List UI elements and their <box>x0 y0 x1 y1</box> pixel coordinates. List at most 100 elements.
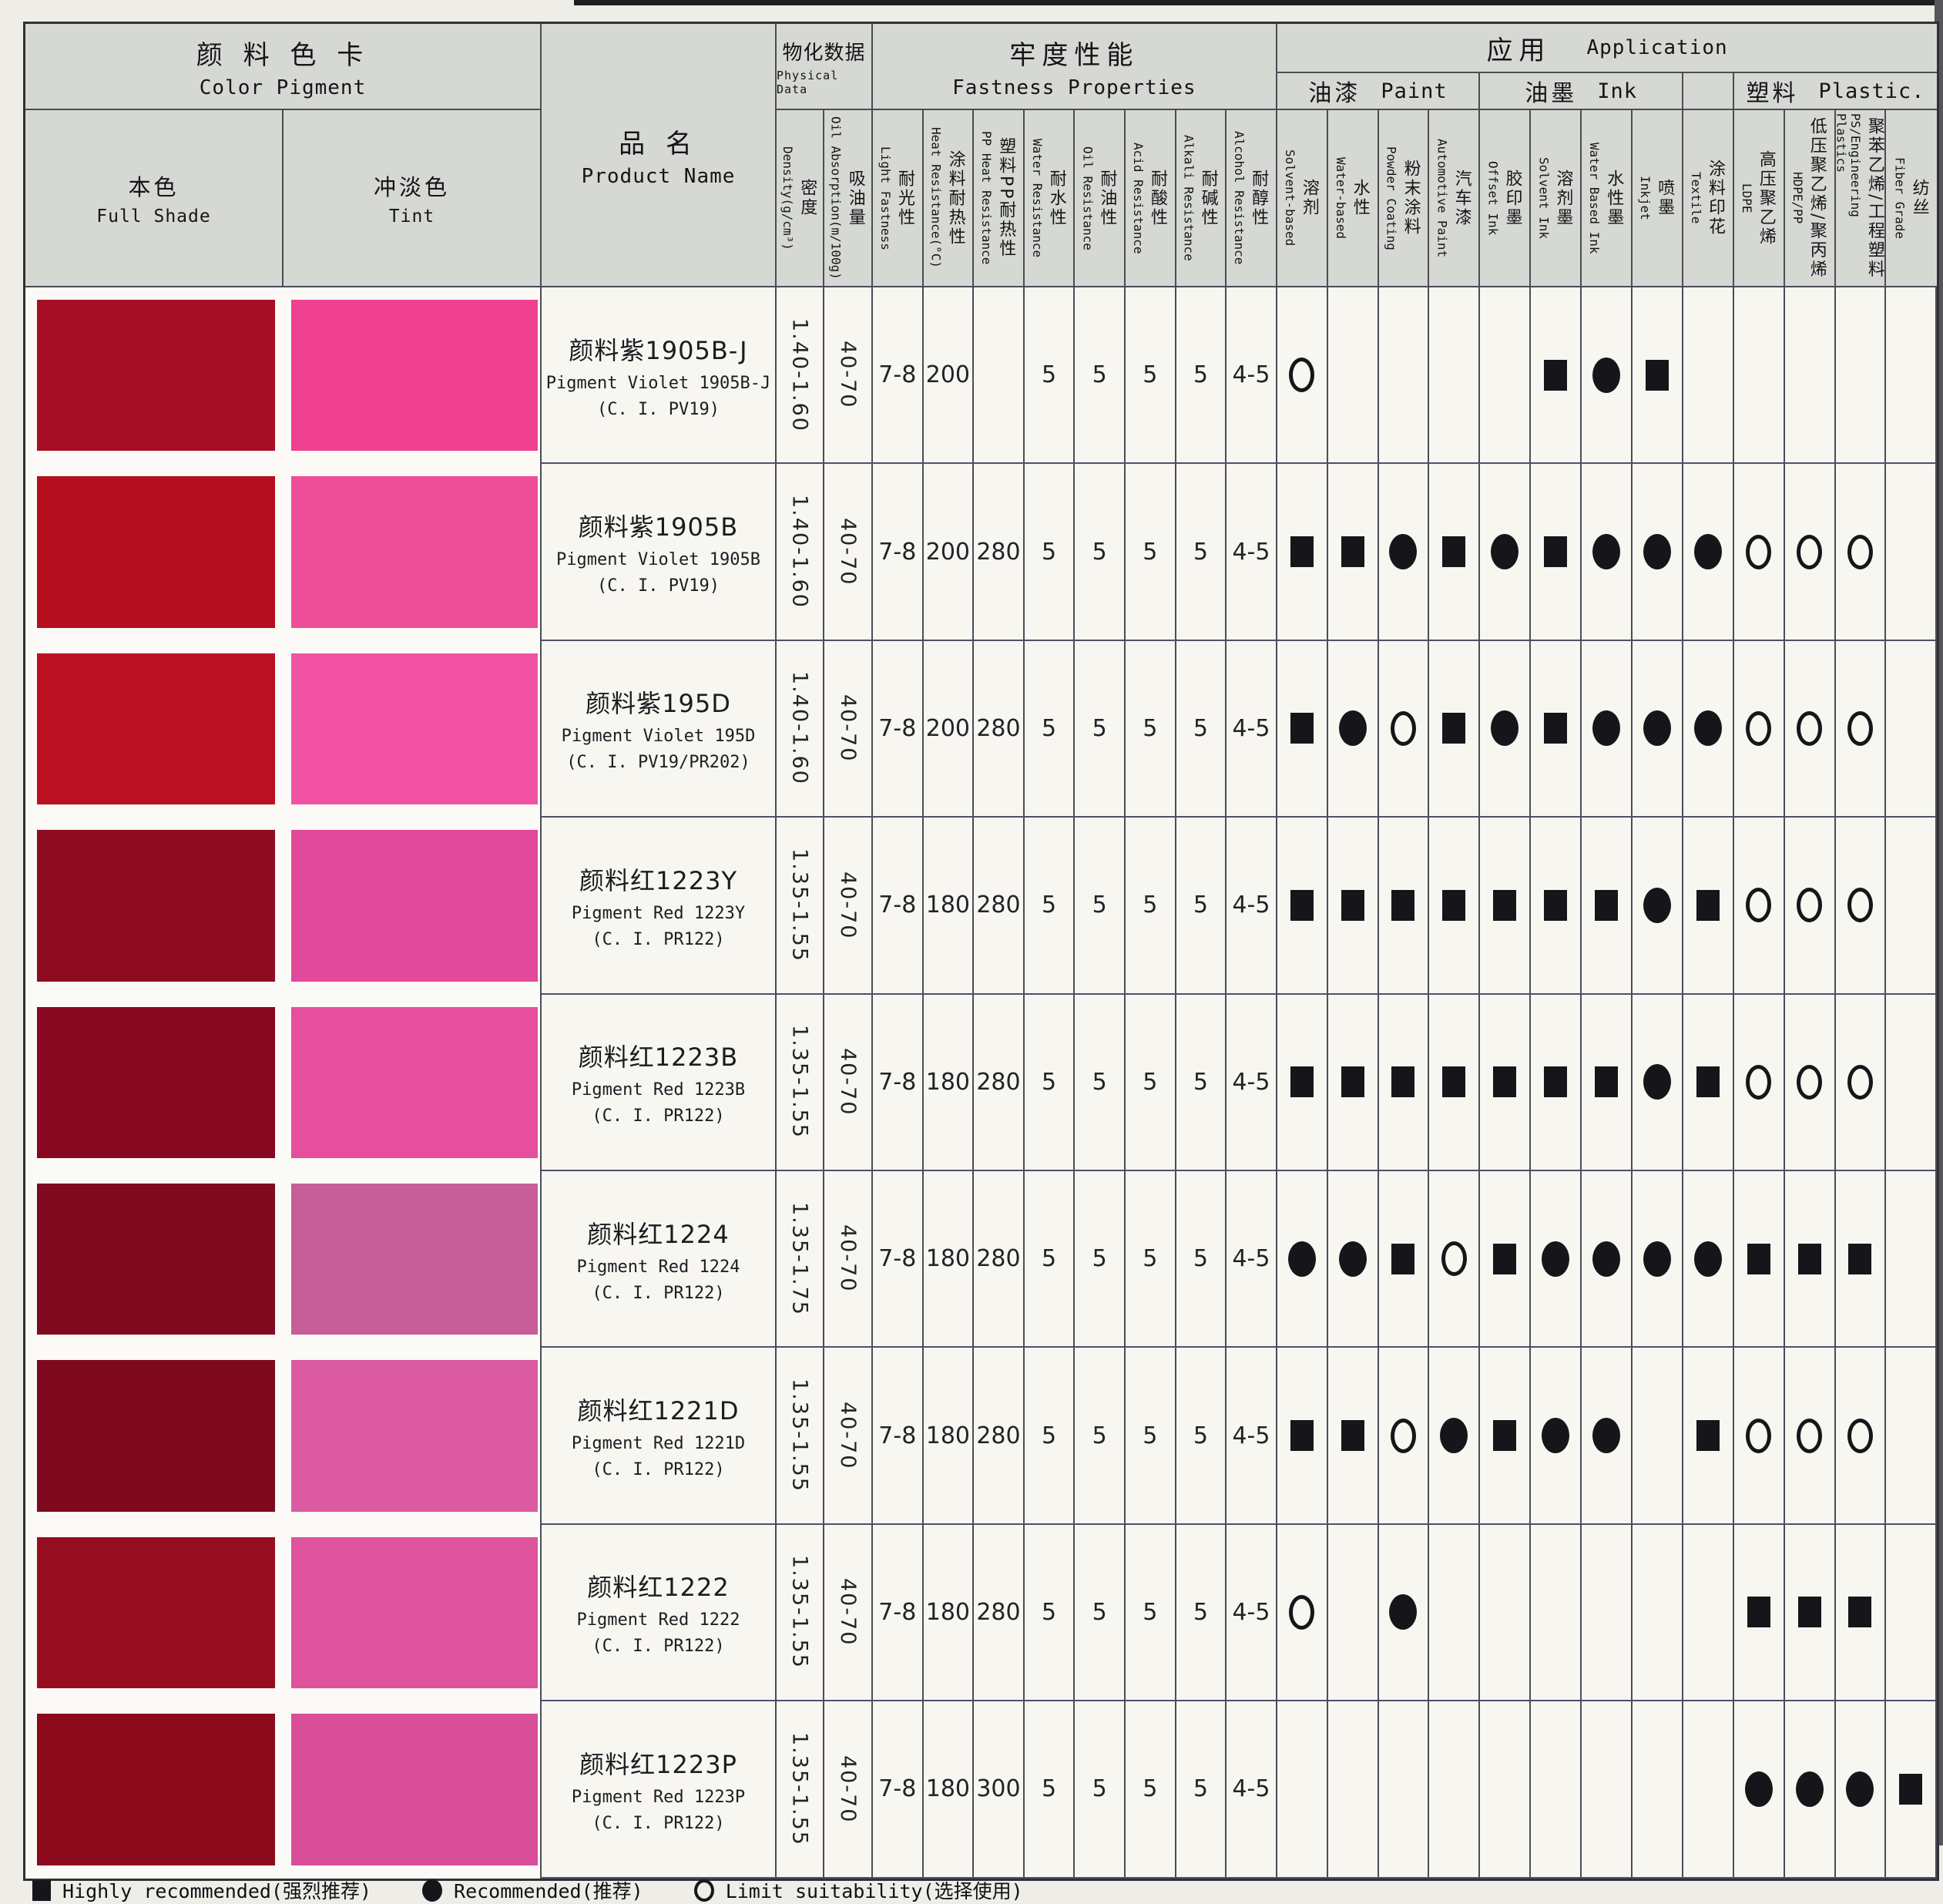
mark-highly-recommended <box>1493 889 1517 921</box>
light-fastness-value: 7-8 <box>873 994 924 1171</box>
fastness-properties-header: 牢度性能 Fastness Properties <box>873 24 1277 110</box>
mark-limit-suitability <box>1746 710 1772 746</box>
application-cell <box>1886 1524 1938 1702</box>
application-cell <box>1327 287 1379 465</box>
pp-heat-resistance-column-header: 塑料PP耐热性 PP Heat Resistance <box>974 110 1025 287</box>
textile-column-header: 涂料印花 Textile <box>1683 110 1734 287</box>
application-label-zh: 应用 <box>1486 35 1552 66</box>
water-resistance-value: 5 <box>1024 1701 1076 1879</box>
full-shade-swatch <box>37 1714 275 1865</box>
col-label-zh: 纺丝 <box>1909 179 1929 217</box>
product-ci-index: (C. I. PV19/PR202) <box>566 753 750 773</box>
inkjet-column-header: 喷墨 Inkjet <box>1632 110 1683 287</box>
alcohol-resistance-value: 4-5 <box>1227 1348 1277 1525</box>
oil-absorption-value: 40-70 <box>824 1524 873 1702</box>
pp-heat-resistance-value: 300 <box>974 1701 1025 1879</box>
mark-limit-suitability <box>1847 534 1873 569</box>
application-cell <box>1632 464 1683 641</box>
light-fastness-value: 7-8 <box>873 1170 924 1348</box>
mark-recommended <box>1440 1418 1468 1454</box>
fastness-label-zh: 牢度性能 <box>1009 39 1139 71</box>
mark-recommended <box>1592 534 1621 570</box>
mark-limit-suitability <box>1746 1418 1772 1453</box>
mark-highly-recommended <box>1290 1066 1314 1098</box>
oil-absorption-column-header: 吸油量 Oil Absorption(m/100g) <box>824 110 873 287</box>
heat-resistance-value: 180 <box>923 994 975 1171</box>
textile-group-header <box>1683 73 1734 110</box>
application-cell <box>1784 818 1836 995</box>
light-fastness-value: 7-8 <box>873 464 924 641</box>
hdpe-pp-column-header: 低压聚乙烯/聚丙烯 HDPE/PP <box>1784 110 1836 287</box>
oil-resistance-value: 5 <box>1075 818 1126 995</box>
mark-limit-suitability <box>1746 888 1772 923</box>
mark-limit-suitability <box>1797 1418 1823 1453</box>
col-label-zh: 水性墨 <box>1604 169 1624 227</box>
alcohol-resistance-value: 4-5 <box>1227 464 1277 641</box>
application-cell <box>1429 1524 1481 1702</box>
mark-recommended <box>1795 1771 1824 1807</box>
water-based-ink-column-header: 水性墨 Water Based Ink <box>1582 110 1633 287</box>
col-label-en: Inkjet <box>1638 176 1653 220</box>
powder-coating-column-header: 粉末涂料 Powder Coating <box>1378 110 1430 287</box>
col-label-en: Automotive Paint <box>1435 138 1450 258</box>
product-name-en: Pigment Red 1221D <box>571 1434 746 1454</box>
mark-recommended <box>1287 1241 1316 1277</box>
mark-highly-recommended <box>1848 1597 1872 1628</box>
color-pigment-title-en: Color Pigment <box>199 76 367 99</box>
application-cell <box>1886 1170 1938 1348</box>
mark-limit-suitability <box>1390 710 1416 746</box>
full-shade-cell <box>25 1170 284 1348</box>
oil-resistance-value: 5 <box>1075 1701 1126 1879</box>
application-cell <box>1683 1524 1734 1702</box>
application-cell <box>1784 1348 1836 1525</box>
mark-limit-suitability <box>1797 710 1823 746</box>
heat-resistance-value: 180 <box>923 818 975 995</box>
application-cell <box>1733 640 1785 818</box>
ps-engineering-plastics-column-header: 聚苯乙烯/工程塑料 PS/Engineering Plastics <box>1835 110 1887 287</box>
oil-resistance-value: 5 <box>1075 1348 1126 1525</box>
tint-cell <box>284 994 542 1171</box>
alkali-resistance-value: 5 <box>1176 1524 1227 1702</box>
oil-resistance-value: 5 <box>1075 1524 1126 1702</box>
application-cell <box>1531 994 1582 1171</box>
oil-absorption-value: 40-70 <box>824 1348 873 1525</box>
full-shade-swatch <box>37 1360 275 1512</box>
application-cell <box>1582 1170 1633 1348</box>
density-value: 1.35-1.55 <box>777 1348 824 1525</box>
alkali-resistance-value: 5 <box>1176 640 1227 818</box>
acid-resistance-value: 5 <box>1125 1524 1176 1702</box>
col-label-en: Oil Resistance <box>1080 146 1096 250</box>
mark-highly-recommended <box>1645 359 1669 391</box>
mark-limit-suitability <box>1441 1241 1467 1277</box>
product-ci-index: (C. I. PV19) <box>597 576 720 596</box>
alcohol-resistance-value: 4-5 <box>1227 818 1277 995</box>
alcohol-resistance-column-header: 耐醇性 Alcohol Resistance <box>1227 110 1277 287</box>
recommended-dot-icon <box>422 1879 443 1902</box>
water-resistance-value: 5 <box>1024 1348 1076 1525</box>
application-cell <box>1733 464 1785 641</box>
full-shade-cell <box>25 994 284 1171</box>
heat-resistance-value: 180 <box>923 1701 975 1879</box>
mark-limit-suitability <box>1797 888 1823 923</box>
acid-resistance-value: 5 <box>1125 1701 1176 1879</box>
tint-cell <box>284 287 542 465</box>
tint-header: 冲淡色 Tint <box>284 110 542 287</box>
application-cell <box>1582 1348 1633 1525</box>
pp-heat-resistance-value: 280 <box>974 1524 1025 1702</box>
mark-recommended <box>1389 534 1418 570</box>
application-cell <box>1582 994 1633 1171</box>
alcohol-resistance-value: 4-5 <box>1227 994 1277 1171</box>
product-name-cell: 颜料紫195D Pigment Violet 195D (C. I. PV19/PR… <box>542 640 777 818</box>
acid-resistance-value: 5 <box>1125 640 1176 818</box>
product-name-cell: 颜料红1221D Pigment Red 1221D (C. I. PR122) <box>542 1348 777 1525</box>
application-cell <box>1835 1701 1887 1879</box>
mark-recommended <box>1592 1418 1621 1454</box>
product-name-en: Pigment Red 1223P <box>571 1787 746 1807</box>
pp-heat-resistance-value: 280 <box>974 640 1025 818</box>
application-label-en: Application <box>1586 36 1728 59</box>
col-label-zh: 粉末涂料 <box>1401 160 1421 237</box>
col-label-zh: 耐醇性 <box>1249 169 1269 227</box>
water-resistance-column-header: 耐水性 Water Resistance <box>1024 110 1076 287</box>
pp-heat-resistance-value: 280 <box>974 464 1025 641</box>
